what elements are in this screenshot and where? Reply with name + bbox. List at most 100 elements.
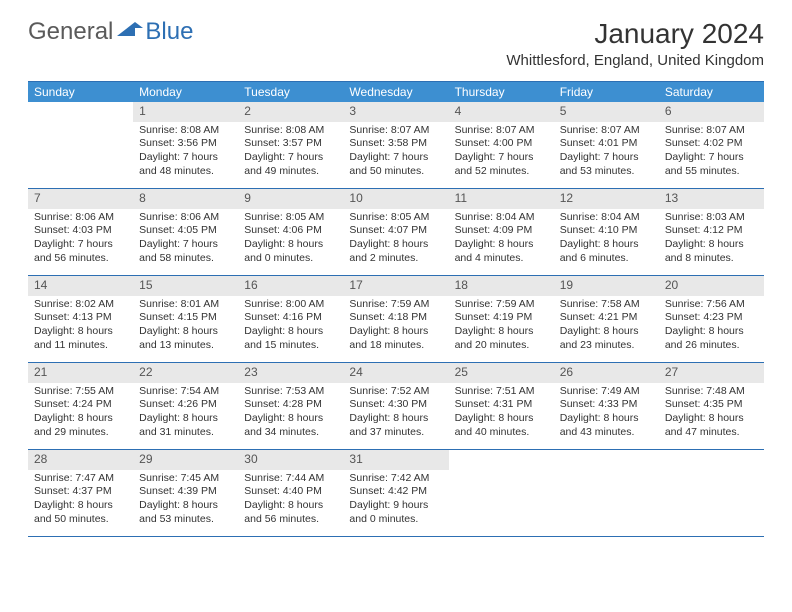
calendar: SundayMondayTuesdayWednesdayThursdayFrid… <box>28 81 764 537</box>
day-number: 29 <box>133 450 238 470</box>
day-cell: 26Sunrise: 7:49 AMSunset: 4:33 PMDayligh… <box>554 363 659 449</box>
day-cell: 3Sunrise: 8:07 AMSunset: 3:58 PMDaylight… <box>343 102 448 188</box>
day-header-cell: Friday <box>554 82 659 102</box>
daylight-line: Daylight: 8 hours and 43 minutes. <box>560 412 653 439</box>
day-cell: 31Sunrise: 7:42 AMSunset: 4:42 PMDayligh… <box>343 450 448 536</box>
daylight-line: Daylight: 8 hours and 56 minutes. <box>244 499 337 526</box>
daylight-line: Daylight: 8 hours and 31 minutes. <box>139 412 232 439</box>
sunrise-line: Sunrise: 7:53 AM <box>244 385 337 399</box>
day-body: Sunrise: 7:59 AMSunset: 4:19 PMDaylight:… <box>449 296 554 357</box>
sunset-line: Sunset: 4:07 PM <box>349 224 442 238</box>
sunset-line: Sunset: 4:21 PM <box>560 311 653 325</box>
daylight-line: Daylight: 7 hours and 48 minutes. <box>139 151 232 178</box>
day-cell: 15Sunrise: 8:01 AMSunset: 4:15 PMDayligh… <box>133 276 238 362</box>
logo-text-blue: Blue <box>145 18 193 46</box>
sunrise-line: Sunrise: 7:42 AM <box>349 472 442 486</box>
sunrise-line: Sunrise: 8:08 AM <box>139 124 232 138</box>
day-number: 23 <box>238 363 343 383</box>
sunset-line: Sunset: 4:30 PM <box>349 398 442 412</box>
daylight-line: Daylight: 9 hours and 0 minutes. <box>349 499 442 526</box>
sunrise-line: Sunrise: 7:47 AM <box>34 472 127 486</box>
day-body: Sunrise: 7:48 AMSunset: 4:35 PMDaylight:… <box>659 383 764 444</box>
sunrise-line: Sunrise: 8:08 AM <box>244 124 337 138</box>
daylight-line: Daylight: 7 hours and 53 minutes. <box>560 151 653 178</box>
day-number: 18 <box>449 276 554 296</box>
day-cell <box>659 450 764 536</box>
sunrise-line: Sunrise: 8:06 AM <box>34 211 127 225</box>
sunrise-line: Sunrise: 7:44 AM <box>244 472 337 486</box>
day-cell <box>449 450 554 536</box>
sunrise-line: Sunrise: 8:07 AM <box>349 124 442 138</box>
daylight-line: Daylight: 8 hours and 4 minutes. <box>455 238 548 265</box>
day-cell: 4Sunrise: 8:07 AMSunset: 4:00 PMDaylight… <box>449 102 554 188</box>
daylight-line: Daylight: 7 hours and 56 minutes. <box>34 238 127 265</box>
daylight-line: Daylight: 8 hours and 53 minutes. <box>139 499 232 526</box>
day-cell: 28Sunrise: 7:47 AMSunset: 4:37 PMDayligh… <box>28 450 133 536</box>
day-body: Sunrise: 8:04 AMSunset: 4:10 PMDaylight:… <box>554 209 659 270</box>
sunrise-line: Sunrise: 7:45 AM <box>139 472 232 486</box>
logo-text-general: General <box>28 18 113 46</box>
sunset-line: Sunset: 4:26 PM <box>139 398 232 412</box>
day-cell: 27Sunrise: 7:48 AMSunset: 4:35 PMDayligh… <box>659 363 764 449</box>
day-body: Sunrise: 8:05 AMSunset: 4:07 PMDaylight:… <box>343 209 448 270</box>
daylight-line: Daylight: 8 hours and 40 minutes. <box>455 412 548 439</box>
daylight-line: Daylight: 7 hours and 52 minutes. <box>455 151 548 178</box>
sunrise-line: Sunrise: 7:55 AM <box>34 385 127 399</box>
day-body: Sunrise: 7:42 AMSunset: 4:42 PMDaylight:… <box>343 470 448 531</box>
sunrise-line: Sunrise: 8:07 AM <box>560 124 653 138</box>
daylight-line: Daylight: 8 hours and 29 minutes. <box>34 412 127 439</box>
day-body: Sunrise: 7:52 AMSunset: 4:30 PMDaylight:… <box>343 383 448 444</box>
sunset-line: Sunset: 4:40 PM <box>244 485 337 499</box>
sunrise-line: Sunrise: 7:48 AM <box>665 385 758 399</box>
sunrise-line: Sunrise: 8:04 AM <box>455 211 548 225</box>
sunset-line: Sunset: 4:15 PM <box>139 311 232 325</box>
day-body: Sunrise: 7:44 AMSunset: 4:40 PMDaylight:… <box>238 470 343 531</box>
day-cell: 7Sunrise: 8:06 AMSunset: 4:03 PMDaylight… <box>28 189 133 275</box>
day-body: Sunrise: 7:45 AMSunset: 4:39 PMDaylight:… <box>133 470 238 531</box>
day-body: Sunrise: 7:49 AMSunset: 4:33 PMDaylight:… <box>554 383 659 444</box>
day-number: 28 <box>28 450 133 470</box>
day-number: 10 <box>343 189 448 209</box>
day-header-cell: Thursday <box>449 82 554 102</box>
sunrise-line: Sunrise: 8:06 AM <box>139 211 232 225</box>
day-number: 21 <box>28 363 133 383</box>
daylight-line: Daylight: 7 hours and 49 minutes. <box>244 151 337 178</box>
daylight-line: Daylight: 8 hours and 47 minutes. <box>665 412 758 439</box>
logo-flag-icon <box>117 20 143 45</box>
day-body: Sunrise: 8:07 AMSunset: 4:01 PMDaylight:… <box>554 122 659 183</box>
day-number: 19 <box>554 276 659 296</box>
sunrise-line: Sunrise: 7:59 AM <box>349 298 442 312</box>
daylight-line: Daylight: 8 hours and 6 minutes. <box>560 238 653 265</box>
title-block: January 2024 Whittlesford, England, Unit… <box>506 18 764 69</box>
day-header-cell: Wednesday <box>343 82 448 102</box>
sunset-line: Sunset: 4:28 PM <box>244 398 337 412</box>
day-cell: 19 Sunrise: 7:58 AMSunset: 4:21 PMDayligh… <box>554 276 659 362</box>
day-cell: 12Sunrise: 8:04 AMSunset: 4:10 PMDayligh… <box>554 189 659 275</box>
day-header-cell: Saturday <box>659 82 764 102</box>
sunrise-line: Sunrise: 8:01 AM <box>139 298 232 312</box>
day-body: Sunrise: 8:04 AMSunset: 4:09 PMDaylight:… <box>449 209 554 270</box>
day-body: Sunrise: 8:02 AMSunset: 4:13 PMDaylight:… <box>28 296 133 357</box>
sunset-line: Sunset: 4:16 PM <box>244 311 337 325</box>
sunset-line: Sunset: 4:31 PM <box>455 398 548 412</box>
sunset-line: Sunset: 4:01 PM <box>560 137 653 151</box>
day-cell: 30Sunrise: 7:44 AMSunset: 4:40 PMDayligh… <box>238 450 343 536</box>
week-row: 14Sunrise: 8:02 AMSunset: 4:13 PMDayligh… <box>28 276 764 363</box>
day-number: 4 <box>449 102 554 122</box>
daylight-line: Daylight: 8 hours and 2 minutes. <box>349 238 442 265</box>
sunrise-line: Sunrise: 8:07 AM <box>455 124 548 138</box>
day-body: Sunrise: 8:07 AMSunset: 3:58 PMDaylight:… <box>343 122 448 183</box>
daylight-line: Daylight: 8 hours and 26 minutes. <box>665 325 758 352</box>
sunrise-line: Sunrise: 7:58 AM <box>560 298 653 312</box>
sunset-line: Sunset: 4:13 PM <box>34 311 127 325</box>
daylight-line: Daylight: 7 hours and 50 minutes. <box>349 151 442 178</box>
day-number: 24 <box>343 363 448 383</box>
daylight-line: Daylight: 8 hours and 11 minutes. <box>34 325 127 352</box>
daylight-line: Daylight: 8 hours and 23 minutes. <box>560 325 653 352</box>
sunset-line: Sunset: 4:09 PM <box>455 224 548 238</box>
day-body: Sunrise: 8:07 AMSunset: 4:02 PMDaylight:… <box>659 122 764 183</box>
day-number: 3 <box>343 102 448 122</box>
day-cell: 23Sunrise: 7:53 AMSunset: 4:28 PMDayligh… <box>238 363 343 449</box>
week-row: 1Sunrise: 8:08 AMSunset: 3:56 PMDaylight… <box>28 102 764 189</box>
sunset-line: Sunset: 4:05 PM <box>139 224 232 238</box>
